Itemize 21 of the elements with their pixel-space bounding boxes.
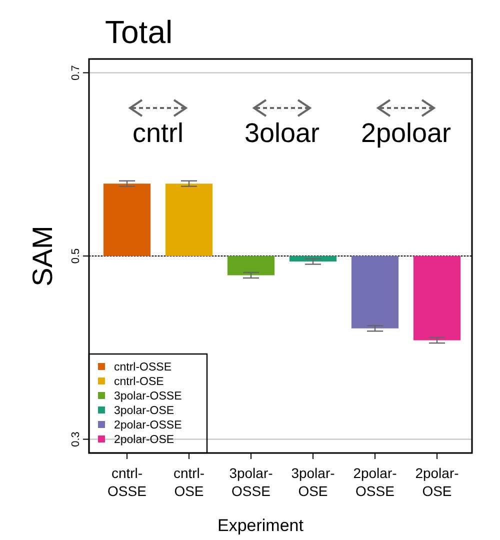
x-tick-label: cntrl-OSSE xyxy=(108,465,146,499)
legend-label: 3polar-OSE xyxy=(114,405,174,417)
x-tick-label: 2polar-OSSE xyxy=(353,465,398,499)
x-tick-label: 3polar-OSSE xyxy=(229,465,274,499)
y-tick-label: 0.7 xyxy=(70,65,82,80)
y-tick-label: 0.5 xyxy=(70,248,82,264)
annotation: 3oloar xyxy=(244,118,320,148)
legend-label: 3polar-OSSE xyxy=(114,390,182,402)
annotation: cntrl xyxy=(132,118,184,148)
legend-label: 2polar-OSE xyxy=(114,434,174,446)
x-tick-label: cntrl-OSE xyxy=(173,465,205,499)
legend-label: 2polar-OSSE xyxy=(114,420,182,432)
x-tick-label: 3polar-OSE xyxy=(291,465,336,499)
y-axis-title: SAM xyxy=(27,226,58,286)
legend-label: cntrl-OSE xyxy=(114,376,164,388)
x-axis-title: Experiment xyxy=(218,516,304,535)
y-tick-label: 0.3 xyxy=(70,432,82,447)
x-tick-label: 2polar-OSE xyxy=(415,465,460,499)
legend-label: cntrl-OSSE xyxy=(114,362,172,374)
chart-title: Total xyxy=(105,14,173,50)
annotation: 2poloar xyxy=(360,118,452,148)
